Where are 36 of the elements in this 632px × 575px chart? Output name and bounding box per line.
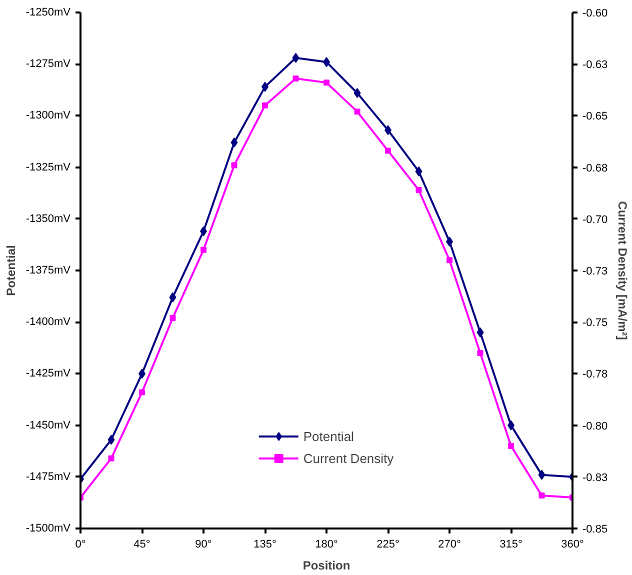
y-tick-label: -1475mV (26, 470, 72, 483)
x-axis-title: Position (302, 558, 350, 572)
x-tick-label: 90° (195, 538, 212, 550)
legend-label: Current Density (303, 450, 394, 466)
y2-tick-label: -0.78 (582, 368, 608, 381)
y2-tick-label: -0.65 (582, 110, 608, 123)
x-tick-label: 180° (315, 538, 338, 550)
y-tick-label: -1500mV (26, 522, 72, 534)
x-tick-label: 270° (438, 538, 461, 550)
y2-tick-label: -0.75 (582, 317, 608, 330)
legend-label: Potential (303, 428, 354, 444)
y2-tick-label: -0.70 (582, 214, 608, 226)
y-tick-label: -1350mV (26, 212, 72, 225)
y2-axis-title: Current Density [mA/m²] (616, 201, 630, 340)
y-axis-title: Potential (4, 245, 18, 296)
y2-tick-label: -0.63 (582, 59, 608, 72)
y-tick-label: -1400mV (26, 316, 72, 328)
y-tick-label: -1275mV (26, 58, 72, 70)
y-tick-label: -1300mV (26, 110, 72, 122)
y-tick-label: -1450mV (26, 419, 72, 432)
x-tick-label: 0° (75, 538, 86, 550)
x-tick-label: 225° (376, 538, 400, 550)
y2-tick-label: -0.73 (582, 266, 608, 278)
y-tick-label: -1250mV (26, 6, 72, 18)
y-tick-label: -1425mV (26, 368, 72, 380)
x-tick-label: 45° (134, 538, 150, 550)
y2-tick-label: -0.60 (582, 8, 608, 20)
x-tick-label: 315° (500, 538, 522, 550)
x-tick-label: 135° (254, 538, 276, 550)
y-tick-label: -1375mV (26, 264, 72, 276)
y2-tick-label: -0.83 (582, 472, 608, 484)
y2-tick-label: -0.80 (582, 420, 608, 432)
y2-tick-label: -0.68 (582, 162, 608, 174)
x-tick-label: 360° (561, 538, 584, 550)
y2-tick-label: -0.85 (582, 524, 608, 536)
y-tick-label: -1325mV (26, 161, 72, 174)
